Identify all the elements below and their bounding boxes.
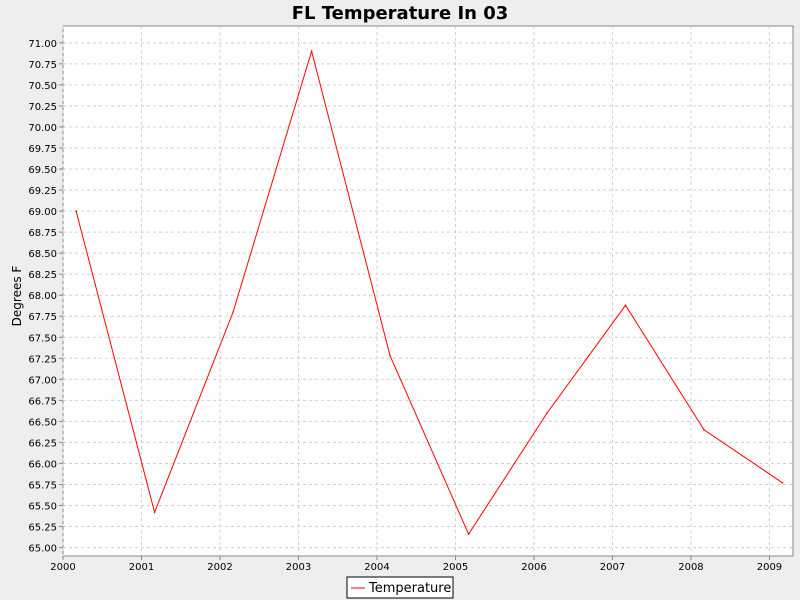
y-tick-label: 65.25 — [28, 523, 57, 534]
y-tick-label: 68.00 — [28, 291, 57, 302]
y-tick-label: 66.25 — [28, 438, 57, 449]
data-point — [310, 50, 313, 53]
y-tick-label: 70.25 — [28, 102, 57, 113]
y-tick-label: 70.00 — [28, 123, 57, 134]
axes: 65.00 65.25 65.50 65.75 66.00 66.25 66.50 66.75… — [28, 39, 782, 573]
series-line-temperature — [75, 49, 783, 536]
y-tick-label: 68.25 — [28, 270, 57, 281]
y-axis-label: Degrees F — [10, 266, 24, 327]
x-tick-label: 2000 — [50, 562, 75, 573]
legend-label-temperature: Temperature — [368, 581, 451, 596]
series-layer — [75, 49, 784, 536]
y-tick-label: 69.00 — [28, 207, 57, 218]
data-point — [624, 304, 627, 307]
y-tick-label: 66.50 — [28, 417, 57, 428]
x-tick-label: 2002 — [207, 562, 232, 573]
data-point — [232, 311, 234, 313]
data-point — [546, 412, 548, 414]
x-tick-label: 2003 — [286, 562, 311, 573]
y-tick-label: 67.00 — [28, 375, 57, 386]
y-tick-label: 67.25 — [28, 354, 57, 365]
y-tick-label: 69.50 — [28, 165, 57, 176]
y-tick-label: 70.50 — [28, 81, 57, 92]
plot-area — [62, 25, 794, 557]
y-tick-label: 66.00 — [28, 459, 57, 470]
data-point — [781, 482, 784, 484]
x-tick-label: 2004 — [364, 562, 389, 573]
legend-box — [346, 576, 454, 599]
y-tick-label: 67.75 — [28, 312, 57, 323]
y-tick-label: 66.75 — [28, 396, 57, 407]
grid — [62, 26, 793, 556]
data-point — [467, 533, 470, 535]
y-tick-label: 65.00 — [28, 544, 57, 555]
y-tick-label: 65.75 — [28, 480, 57, 491]
data-point — [153, 511, 156, 514]
y-tick-label: 70.75 — [28, 60, 57, 71]
y-tick-label: 71.00 — [28, 39, 57, 50]
y-tick-label: 69.25 — [28, 186, 57, 197]
x-tick-label: 2007 — [600, 562, 625, 573]
data-point — [389, 354, 391, 357]
y-tick-label: 69.75 — [28, 144, 57, 155]
y-tick-label: 65.50 — [28, 502, 57, 513]
legend: Temperature — [346, 576, 454, 599]
data-point — [75, 210, 77, 212]
y-tick-label: 67.50 — [28, 333, 57, 344]
y-tick-label: 68.50 — [28, 249, 57, 260]
y-tick-label: 68.75 — [28, 228, 57, 239]
chart-title: FL Temperature In 03 — [292, 3, 509, 24]
x-tick-label: 2006 — [521, 562, 546, 573]
x-tick-label: 2009 — [757, 562, 782, 573]
data-point — [703, 429, 705, 431]
x-tick-label: 2005 — [443, 562, 468, 573]
x-tick-label: 2001 — [129, 562, 154, 573]
x-tick-label: 2008 — [678, 562, 703, 573]
